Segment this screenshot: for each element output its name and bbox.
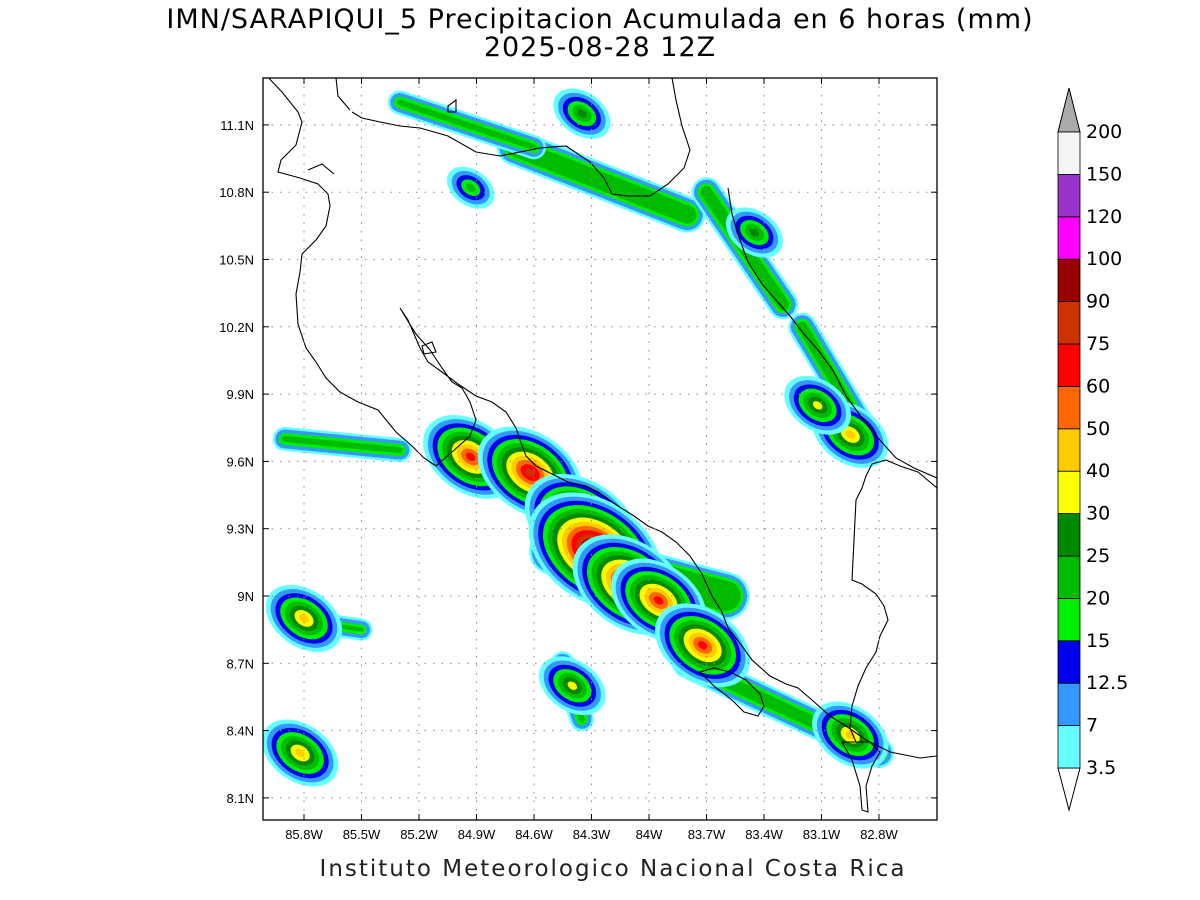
colorbar-swatch — [1057, 216, 1081, 260]
lake-island — [447, 98, 457, 113]
map-title: IMN/SARAPIQUI_5 Precipitacion Acumulada … — [166, 4, 1034, 35]
map-frame — [262, 77, 938, 821]
colorbar-swatch — [1057, 173, 1081, 218]
lon-tick-label: 83.7W — [688, 827, 726, 842]
colorbar-swatch — [1057, 555, 1081, 599]
precip-cell — [577, 109, 587, 118]
colorbar-swatch — [1057, 640, 1081, 684]
colorbar-label: 200 — [1086, 121, 1122, 143]
colorbar-label: 100 — [1086, 248, 1122, 270]
caribbean-coastline — [727, 187, 937, 479]
colorbar-swatch — [1057, 725, 1081, 769]
colorbar-swatch — [1057, 385, 1081, 430]
colorbar-swatch — [1057, 428, 1081, 472]
colorbar-label: 3.5 — [1086, 757, 1116, 779]
colorbar-swatch — [1057, 682, 1081, 727]
lon-tick-label: 84W — [636, 827, 663, 842]
lon-tick-label: 83.4W — [745, 827, 783, 842]
colorbar-under-arrow — [1057, 767, 1081, 812]
colorbar-swatch — [1057, 301, 1081, 345]
colorbar-swatch — [1057, 513, 1081, 557]
colorbar-label: 50 — [1086, 418, 1110, 440]
nicaragua-border — [351, 78, 691, 197]
lon-tick-label: 84.9W — [458, 827, 496, 842]
colorbar-swatch — [1057, 343, 1081, 387]
colorbar-label: 25 — [1086, 545, 1110, 567]
precip-cell — [812, 401, 823, 410]
precip-cell — [845, 430, 856, 439]
precip-cell — [697, 641, 708, 650]
precip-cell — [653, 596, 664, 605]
colorbar-swatch — [1057, 598, 1081, 642]
lake-nicaragua-shore — [335, 78, 351, 111]
coco-shore — [307, 163, 335, 175]
osa-peninsula — [698, 667, 765, 717]
colorbar-label: 40 — [1086, 460, 1110, 482]
lat-tick-label: 9.6N — [227, 454, 254, 469]
precip-cell — [465, 183, 476, 192]
lon-tick-label: 84.6W — [515, 827, 553, 842]
colorbar-label: 120 — [1086, 206, 1122, 228]
lat-tick-label: 8.7N — [227, 656, 254, 671]
coastlines-borders — [267, 78, 937, 813]
colorbar-label: 150 — [1086, 163, 1122, 185]
precip-band — [505, 138, 697, 224]
colorbar-label: 90 — [1086, 291, 1110, 313]
lon-tick-label: 85.5W — [343, 827, 381, 842]
precip-cell — [295, 748, 305, 758]
colorbar-swatch — [1057, 470, 1081, 515]
colorbar-label: 7 — [1086, 715, 1098, 737]
lat-tick-label: 9N — [237, 589, 254, 604]
lat-lon-grid — [263, 78, 937, 820]
lon-tick-label: 84.3W — [573, 827, 611, 842]
lat-tick-label: 11.1N — [220, 118, 254, 133]
colorbar-label: 75 — [1086, 333, 1110, 355]
lat-tick-label: 9.9N — [227, 387, 254, 402]
colorbar-swatch — [1057, 258, 1081, 303]
lat-tick-label: 10.5N — [219, 253, 254, 268]
colorbar-over-arrow — [1057, 87, 1081, 133]
lat-tick-label: 8.4N — [227, 724, 254, 739]
colorbar-label: 15 — [1086, 630, 1110, 652]
precip-cell — [299, 614, 309, 623]
lon-tick-label: 83.1W — [803, 827, 841, 842]
panama-border — [849, 459, 937, 743]
lat-tick-label: 8.1N — [227, 791, 254, 806]
lat-tick-label: 9.3N — [227, 522, 254, 537]
precipitation-field — [263, 88, 894, 787]
gulf-nicoya-island — [421, 341, 437, 355]
burica-peninsula — [841, 741, 881, 813]
lat-tick-label: 10.2N — [219, 320, 254, 335]
longitude-axis: 85.8W 85.5W 85.2W 84.9W 84.6W 84.3W 84W 83.7W 83… — [285, 78, 899, 842]
map-subtitle-date: 2025-08-28 12Z — [483, 32, 717, 63]
precip-cell — [465, 452, 476, 462]
colorbar-label: 12.5 — [1086, 672, 1128, 694]
lon-tick-label: 85.2W — [400, 827, 438, 842]
colorbar-label: 30 — [1086, 503, 1110, 525]
precip-cell — [525, 468, 535, 477]
precip-cell — [567, 681, 578, 690]
lat-tick-label: 10.8N — [219, 185, 254, 200]
lon-tick-label: 82.8W — [860, 827, 898, 842]
colorbar-label: 20 — [1086, 587, 1110, 609]
colorbar: 3.5 7 12.5 15 20 25 30 40 50 60 75 90 100 120 150 200 — [1057, 87, 1128, 812]
lon-tick-label: 85.8W — [285, 827, 323, 842]
precip-band — [396, 99, 537, 151]
credit-text: Instituto Meteorologico Nacional Costa R… — [319, 856, 907, 882]
colorbar-swatch — [1057, 131, 1081, 175]
colorbar-label: 60 — [1086, 375, 1110, 397]
precip-band — [281, 435, 403, 454]
nicoya-coastline — [267, 78, 937, 759]
latitude-axis: 11.1N 10.8N 10.5N 10.2N 9.9N 9.6N 9.3N 9N 8.7N 8.… — [219, 118, 937, 806]
precip-cell — [749, 228, 760, 237]
